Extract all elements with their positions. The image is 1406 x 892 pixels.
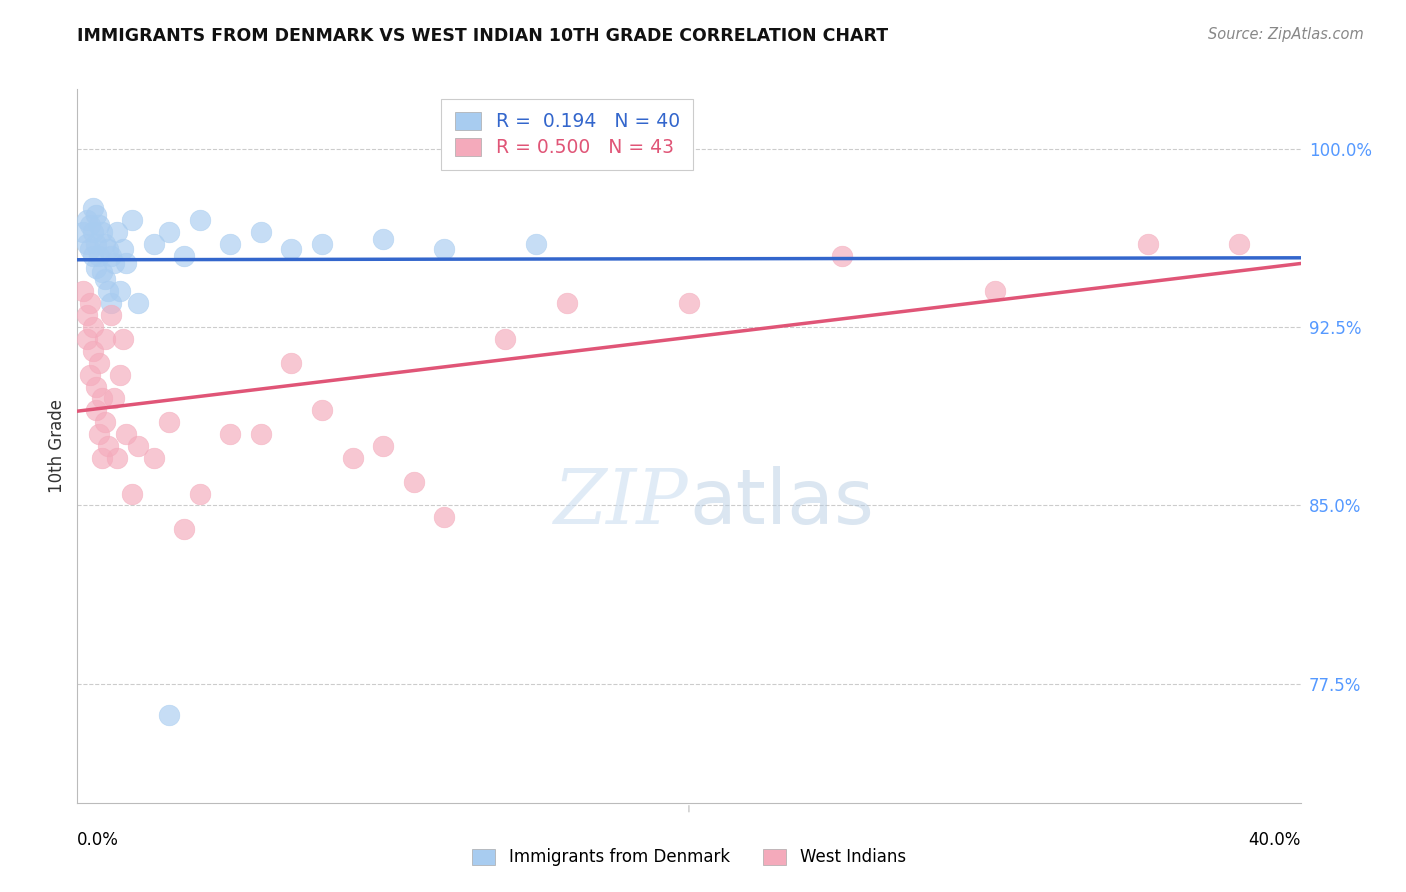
Point [984, 285, 1007, 299]
Point [128, 439, 150, 453]
Point [87, 249, 110, 263]
Point [103, 256, 125, 270]
Text: 40.0%: 40.0% [1249, 831, 1301, 849]
Point [72, 285, 94, 299]
Point [84, 379, 107, 393]
Point [1136, 236, 1159, 251]
Point [94, 236, 117, 251]
Point [87, 218, 110, 232]
Text: IMMIGRANTS FROM DENMARK VS WEST INDIAN 10TH GRADE CORRELATION CHART: IMMIGRANTS FROM DENMARK VS WEST INDIAN 1… [77, 27, 889, 45]
Point [79, 218, 101, 232]
Point [555, 296, 578, 310]
Point [402, 475, 425, 489]
Point [97, 439, 120, 453]
Point [121, 486, 143, 500]
Point [678, 296, 700, 310]
Point [524, 236, 547, 251]
Point [103, 392, 125, 406]
Point [311, 403, 333, 417]
Point [1229, 236, 1251, 251]
Point [115, 427, 138, 442]
Point [112, 332, 135, 346]
Text: ZIP: ZIP [554, 467, 689, 540]
Text: atlas: atlas [689, 467, 873, 540]
Point [90, 225, 112, 239]
Point [84, 260, 107, 275]
Point [188, 213, 211, 227]
Point [82, 343, 104, 358]
Point [76, 213, 98, 227]
Point [105, 450, 128, 465]
Point [76, 236, 98, 251]
Point [115, 256, 138, 270]
Point [82, 225, 104, 239]
Point [219, 236, 242, 251]
Point [188, 486, 211, 500]
Point [112, 242, 135, 256]
Point [94, 332, 117, 346]
Point [76, 332, 98, 346]
Point [142, 236, 165, 251]
Point [79, 242, 101, 256]
Point [90, 265, 112, 279]
Text: Source: ZipAtlas.com: Source: ZipAtlas.com [1208, 27, 1364, 42]
Point [87, 427, 110, 442]
Point [84, 236, 107, 251]
Y-axis label: 10th Grade: 10th Grade [48, 399, 66, 493]
Point [100, 249, 122, 263]
Legend: Immigrants from Denmark, West Indians: Immigrants from Denmark, West Indians [465, 842, 912, 873]
Point [72, 225, 94, 239]
Point [173, 249, 195, 263]
Point [76, 308, 98, 322]
Point [342, 450, 364, 465]
Point [371, 232, 394, 246]
Point [250, 427, 273, 442]
Point [250, 225, 273, 239]
Point [433, 242, 456, 256]
Point [84, 208, 107, 222]
Point [82, 249, 104, 263]
Point [311, 236, 333, 251]
Point [108, 285, 131, 299]
Text: 0.0%: 0.0% [77, 831, 120, 849]
Point [90, 392, 112, 406]
Point [79, 368, 101, 382]
Point [108, 368, 131, 382]
Point [100, 296, 122, 310]
Point [173, 522, 195, 536]
Point [157, 707, 180, 722]
Point [94, 272, 117, 286]
Point [371, 439, 394, 453]
Point [495, 332, 517, 346]
Point [219, 427, 242, 442]
Point [100, 308, 122, 322]
Point [121, 213, 143, 227]
Point [82, 320, 104, 334]
Point [87, 356, 110, 370]
Point [280, 242, 302, 256]
Point [79, 296, 101, 310]
Point [90, 450, 112, 465]
Point [142, 450, 165, 465]
Point [105, 225, 128, 239]
Point [97, 242, 120, 256]
Point [157, 415, 180, 429]
Point [433, 510, 456, 524]
Point [94, 415, 117, 429]
Point [280, 356, 302, 370]
Point [831, 249, 853, 263]
Point [157, 225, 180, 239]
Point [84, 403, 107, 417]
Point [128, 296, 150, 310]
Point [97, 285, 120, 299]
Point [82, 201, 104, 215]
